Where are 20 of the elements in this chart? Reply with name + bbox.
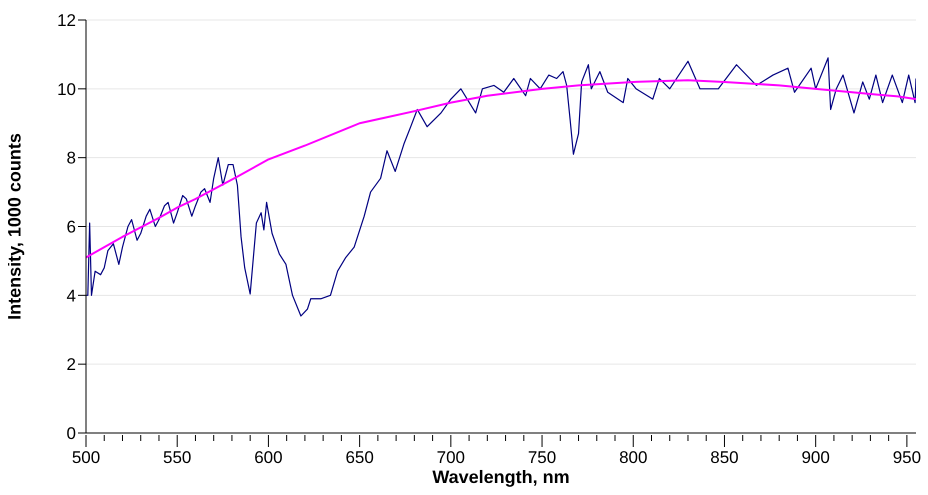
line-series (86, 57, 916, 317)
y-tick-label: 6 (66, 218, 76, 237)
x-axis-title: Wavelength, nm (432, 467, 570, 487)
line-series (86, 79, 916, 258)
y-tick-label: 0 (66, 424, 76, 444)
x-tick-label: 900 (801, 448, 830, 467)
y-tick-label: 8 (66, 148, 76, 168)
x-tick-label: 850 (710, 448, 739, 467)
x-tick-label: 650 (345, 448, 374, 467)
x-tick-label: 700 (436, 448, 466, 467)
y-tick-label: 4 (66, 286, 76, 306)
x-tick-label: 550 (163, 448, 192, 467)
x-tick-label: 750 (528, 448, 556, 467)
y-tick-label: 10 (57, 80, 76, 99)
x-tick-label: 600 (254, 448, 283, 467)
x-tick-label: 800 (619, 448, 648, 467)
y-tick-label: 2 (66, 355, 76, 374)
x-tick-label: 950 (892, 448, 922, 467)
x-tick-label: 500 (72, 448, 100, 467)
y-tick-label: 12 (57, 11, 76, 30)
